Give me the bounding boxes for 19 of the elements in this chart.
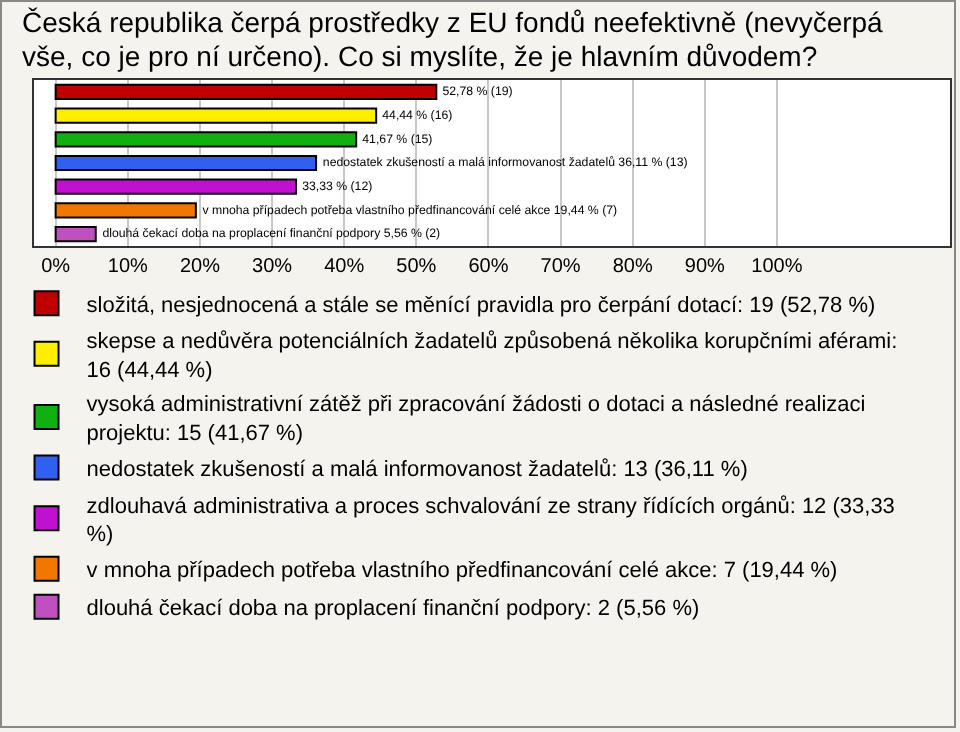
legend-label: vysoká administrativní zátěž při zpracování žádosti o dotaci a následné realizaci projektu: 15 (41,67 %): [86, 393, 866, 446]
legend-label: zdlouhavá administrativa a proces schvalování ze strany řídících orgánů: 12 (33,33 %): [86, 494, 895, 548]
legend-label: dlouhá čekací doba na proplacení finanční podpory: 2 (5,56 %): [86, 597, 700, 622]
x-tick-label: 10%: [107, 256, 148, 278]
x-tick-label: 30%: [252, 256, 293, 278]
legend-label: složitá, nesjednocená a stále se měnící pravidla pro čerpání dotací: 19 (52,78 %): [86, 293, 876, 318]
x-tick-label: 100%: [751, 256, 803, 278]
x-tick-label: 80%: [612, 256, 653, 278]
x-tick-label: 20%: [179, 256, 221, 278]
x-tick-label: 90%: [684, 256, 726, 278]
x-tick-label: 40%: [324, 256, 365, 278]
x-tick-label: 70%: [540, 256, 581, 278]
x-tick-label: 60%: [468, 256, 509, 278]
legend-label: v mnoha případech potřeba vlastního předfinancování celé akce: 7 (19,44 %): [86, 559, 838, 584]
legend-label: skepse a nedůvěra potenciálních žadatelů způsobená několika korupčními aférami: 16 (44,44 %): [86, 330, 898, 383]
x-tick-label: 50%: [396, 256, 437, 278]
legend-label: nedostatek zkušeností a malá informovanost žadatelů: 13 (36,11 %): [86, 458, 748, 483]
chart-title: Česká republika čerpá prostředky z EU fondů neefektivně (nevyčerpá vše, co je pro ní určeno). Co si myslíte, že je hlavním důvodem?: [20, 4, 885, 74]
x-tick-label: 0%: [41, 256, 71, 278]
